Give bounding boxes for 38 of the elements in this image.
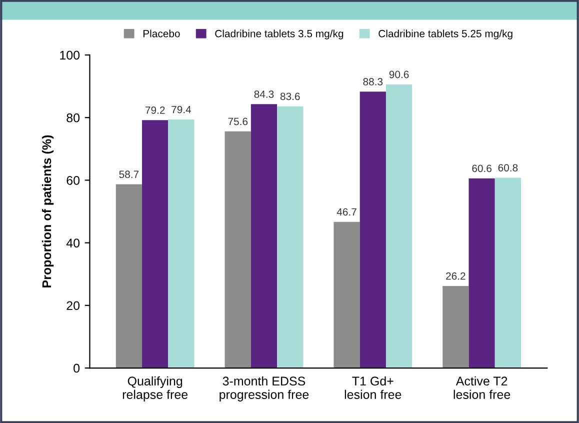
data-label: 83.6 [280,92,300,100]
data-label: 60.6 [472,164,492,172]
x-tick-label: 3-month EDSS progression free [220,376,309,402]
y-tick-label: 40 [66,238,80,248]
y-tick-label: 100 [60,50,80,60]
legend-label: Placebo [143,30,180,38]
bar [386,84,412,368]
y-tick-label: 60 [66,176,80,185]
data-label: 79.2 [145,106,165,114]
y-axis-title: Proportion of patients (%) [42,135,54,288]
bar [224,131,251,368]
legend-label: Cladribine tablets 5.25 mg/kg [378,30,512,40]
data-label: 46.7 [336,208,356,216]
bar [116,184,142,368]
bar [334,222,360,368]
x-tick-label: Qualifying relapse free [122,376,188,402]
y-tick-label: 80 [66,113,80,122]
x-tick-label: T1 Gd+ lesion free [344,376,402,399]
data-label: 90.6 [389,70,409,78]
bar [442,286,469,368]
data-label: 26.2 [446,272,466,280]
x-tick-label: Active T2 lesion free [454,376,510,399]
bar [277,106,304,368]
data-label: 58.7 [119,170,139,178]
bar [250,104,278,368]
bar [468,178,495,368]
legend-label: Cladribine tablets 3.5 mg/kg [215,30,344,40]
data-label: 88.3 [363,78,383,86]
bar [494,178,522,368]
y-tick-label: 0 [74,364,80,373]
y-tick-label: 20 [66,301,80,310]
data-label: 75.6 [228,118,248,126]
data-label: 60.8 [498,164,518,172]
data-label: 79.4 [172,106,192,114]
bar [360,92,386,368]
bar [168,119,194,368]
bar [142,120,168,368]
data-label: 84.3 [254,90,274,98]
